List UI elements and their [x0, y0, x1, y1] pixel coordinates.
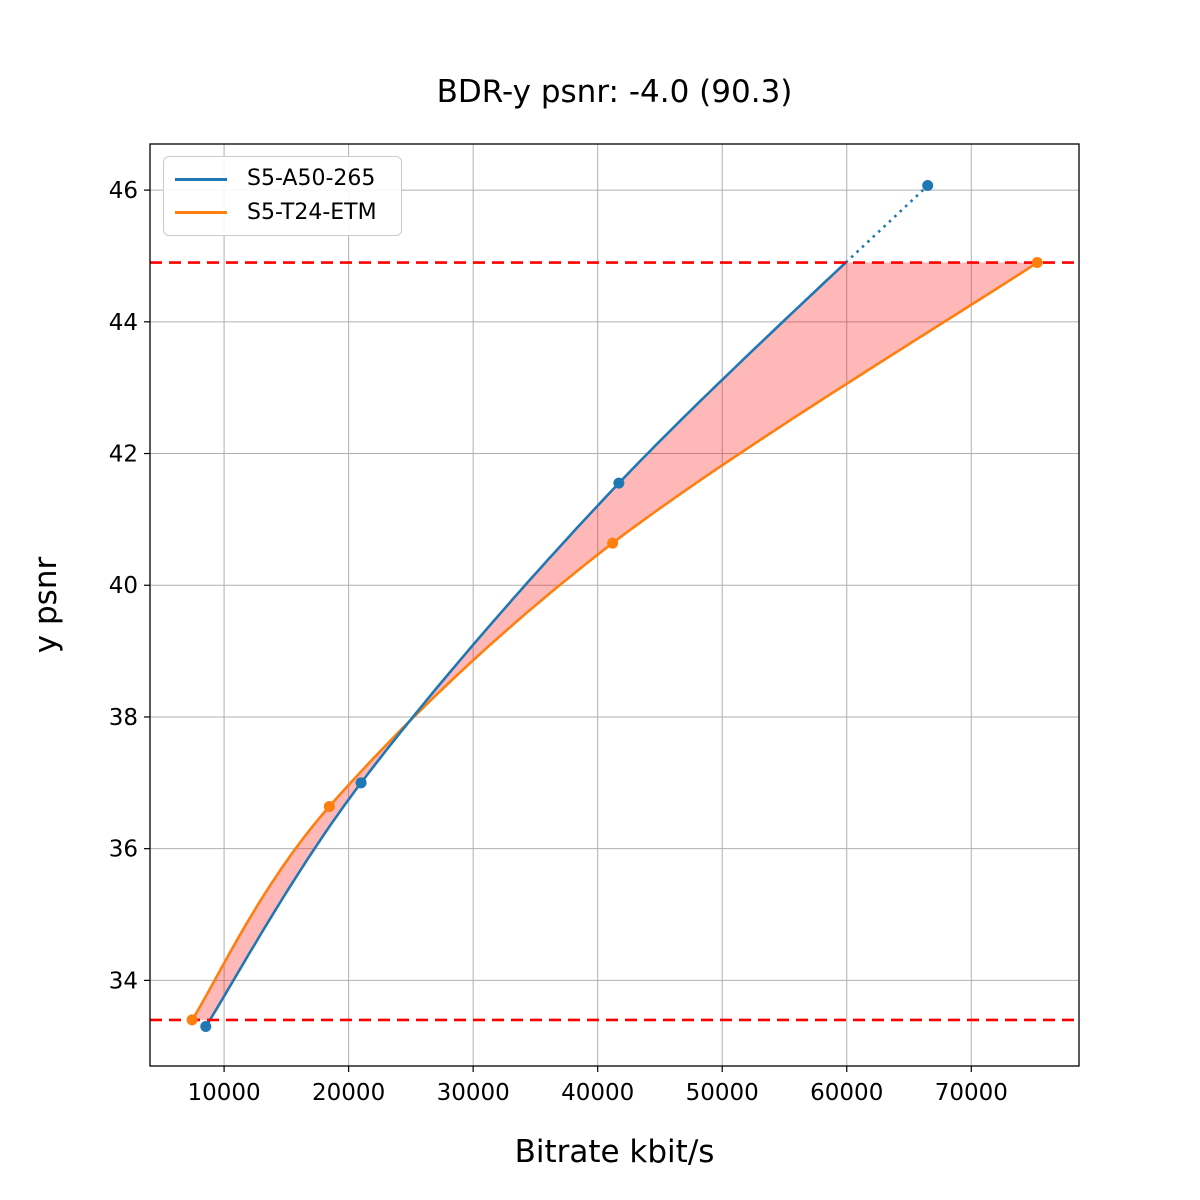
x-tick-label: 30000 [437, 1080, 510, 1106]
legend-item-s5-t24-etm: S5-T24-ETM [164, 199, 401, 225]
legend-line-swatch-blue [175, 177, 227, 181]
legend: S5-A50-265 S5-T24-ETM [163, 156, 402, 236]
legend-label-s5-a50-265: S5-A50-265 [247, 166, 376, 192]
legend-line-swatch-orange [175, 211, 227, 215]
data-point-s5-t24-etm [323, 801, 335, 813]
x-axis-label: Bitrate kbit/s [514, 1134, 715, 1170]
y-tick-label: 44 [109, 310, 138, 336]
y-tick-label: 36 [109, 837, 138, 863]
x-tick-label: 20000 [312, 1080, 385, 1106]
plot-frame [149, 143, 1080, 1067]
legend-label-s5-t24-etm: S5-T24-ETM [247, 199, 377, 225]
data-point-s5-a50-265 [922, 179, 934, 191]
data-point-s5-a50-265 [613, 477, 625, 489]
x-tick-label: 40000 [561, 1080, 634, 1106]
data-point-s5-t24-etm [186, 1014, 198, 1026]
data-point-s5-t24-etm [607, 537, 619, 549]
series-line-s5-a50-265 [204, 261, 847, 1028]
x-tick-label: 60000 [810, 1080, 883, 1106]
bd-fill-region [192, 262, 1038, 1020]
x-tick-label: 10000 [188, 1080, 261, 1106]
y-tick-label: 34 [109, 968, 138, 994]
data-point-s5-a50-265 [200, 1020, 212, 1032]
y-tick-label: 38 [109, 705, 138, 731]
x-tick-label: 50000 [686, 1080, 759, 1106]
y-tick-label: 40 [109, 573, 138, 599]
data-point-s5-a50-265 [355, 777, 367, 789]
x-tick-label: 70000 [935, 1080, 1008, 1106]
series-line-s5-t24-etm [190, 261, 1039, 1021]
y-tick-label: 46 [109, 178, 138, 204]
legend-item-s5-a50-265: S5-A50-265 [164, 168, 401, 190]
data-point-s5-t24-etm [1031, 257, 1043, 269]
series-line-s5-a50-265-extrapolated [844, 184, 929, 264]
chart-title: BDR-y psnr: -4.0 (90.3) [436, 74, 793, 110]
y-tick-label: 42 [109, 442, 138, 468]
